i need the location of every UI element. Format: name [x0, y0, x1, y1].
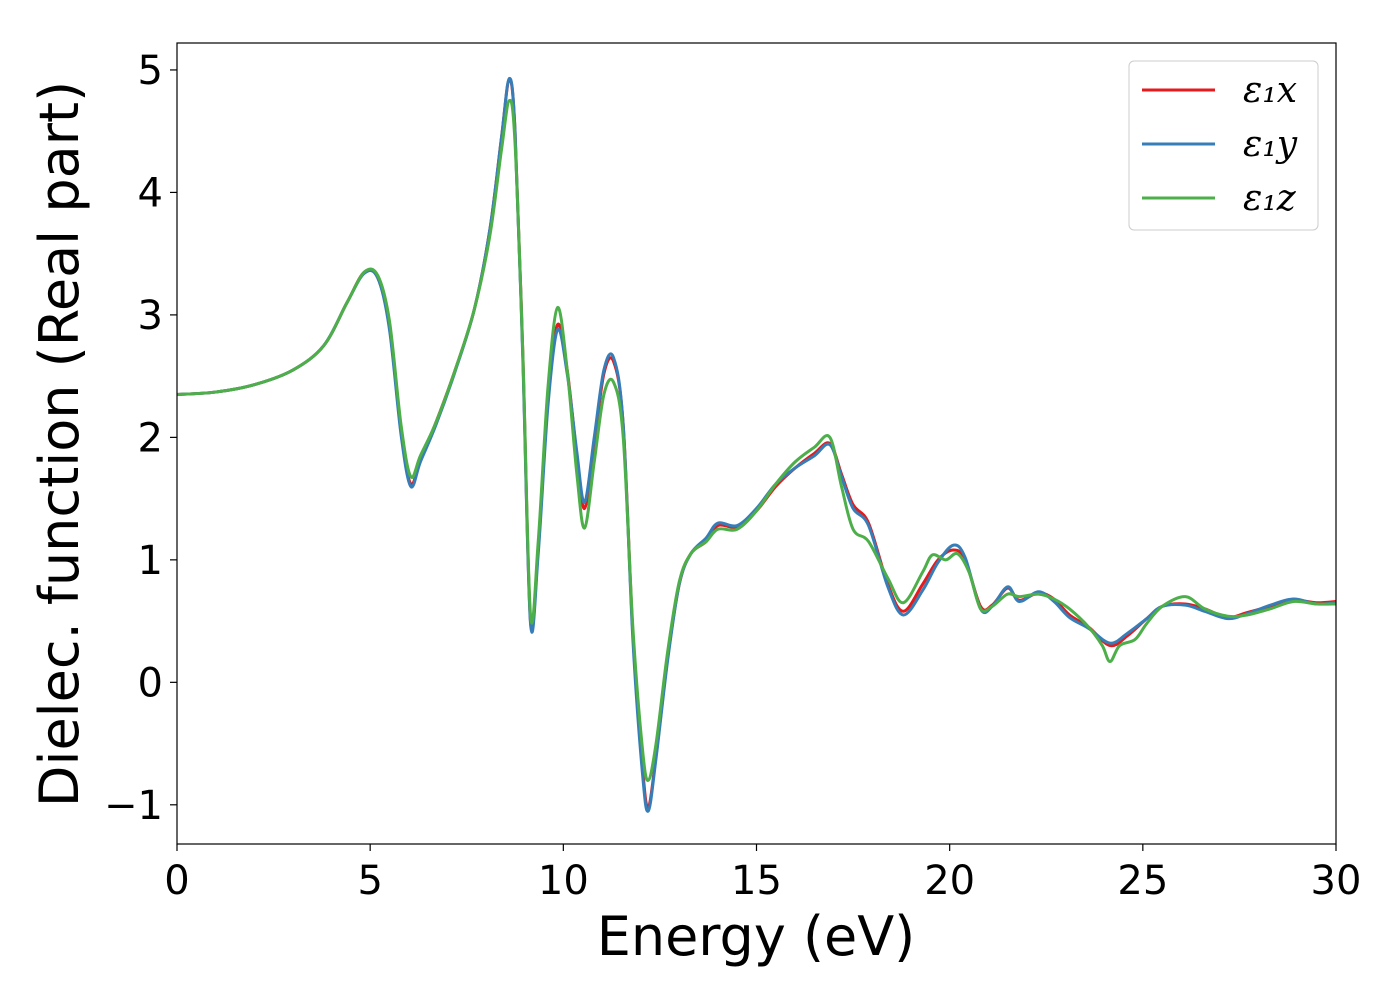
- legend-label-3: ε₁z: [1243, 178, 1297, 219]
- y-tick-label: 4: [138, 170, 163, 216]
- x-tick-label: 0: [164, 858, 189, 904]
- x-tick-label: 10: [538, 858, 589, 904]
- y-tick-label: 5: [138, 48, 163, 94]
- y-axis-label: Dielec. function (Real part): [28, 81, 91, 807]
- y-tick-label: 3: [138, 293, 163, 339]
- x-tick-label: 20: [924, 858, 975, 904]
- y-tick-label: 2: [138, 415, 163, 461]
- legend: ε₁x ε₁y ε₁z: [1128, 60, 1319, 231]
- series-layer: [177, 77, 1336, 813]
- x-axis-label: Energy (eV): [597, 905, 916, 968]
- y-tick-label: 0: [138, 660, 163, 706]
- legend-label-1: ε₁x: [1243, 70, 1297, 111]
- y-tick-label: −1: [104, 783, 163, 829]
- x-tick-label: 5: [357, 858, 382, 904]
- x-tick-label: 30: [1311, 858, 1362, 904]
- y-tick-label: 1: [138, 538, 163, 584]
- x-tick-label: 25: [1117, 858, 1168, 904]
- legend-box: [1128, 60, 1319, 231]
- legend-label-2: ε₁y: [1243, 124, 1298, 165]
- x-tick-label: 15: [731, 858, 782, 904]
- series-line-3: [177, 98, 1336, 782]
- legend-entries: ε₁x ε₁y ε₁z: [1142, 70, 1298, 219]
